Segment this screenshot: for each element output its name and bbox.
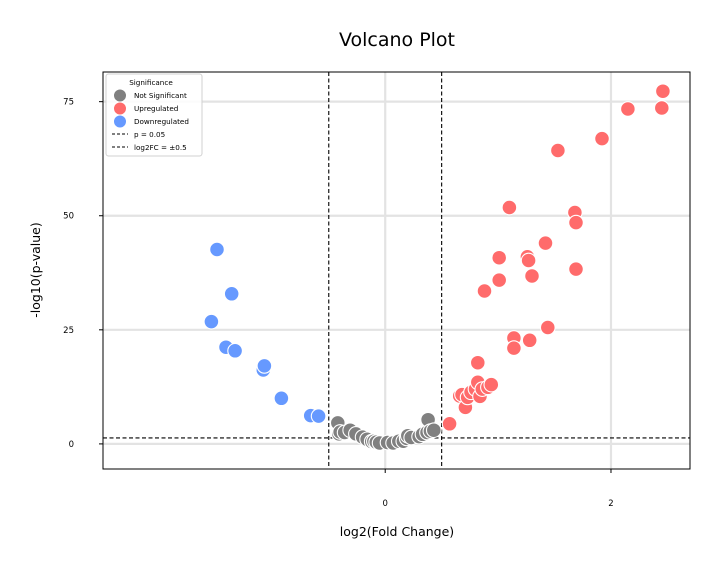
x-tick-label: 0 [383, 499, 388, 509]
series-not-significant [329, 411, 442, 451]
data-point-upregulated [491, 272, 508, 288]
data-point-upregulated [469, 354, 486, 371]
data-point-upregulated [653, 100, 670, 116]
y-tick-label: 50 [63, 212, 74, 222]
legend-marker [113, 114, 127, 129]
data-point-upregulated [441, 415, 458, 432]
data-point-upregulated [520, 252, 537, 269]
data-point-upregulated [521, 332, 538, 349]
data-point-upregulated [476, 283, 493, 299]
data-point-upregulated [655, 83, 671, 100]
legend-entry-label: Downregulated [134, 117, 189, 126]
data-point-not-significant [425, 422, 442, 439]
data-point-upregulated [524, 268, 540, 284]
legend-entry-label: Not Significant [134, 91, 187, 100]
data-point-upregulated [491, 249, 508, 266]
y-axis-label: -log10(p-value) [28, 222, 43, 317]
legend-marker [113, 88, 127, 103]
data-point-downregulated [227, 342, 243, 359]
legend-title: Significance [129, 78, 173, 87]
data-point-downregulated [273, 390, 290, 407]
data-point-upregulated [568, 214, 584, 231]
legend-box [105, 73, 203, 157]
y-tick-label: 0 [69, 440, 74, 450]
series-downregulated [203, 241, 327, 424]
data-point-upregulated [620, 101, 636, 117]
data-point-upregulated [537, 235, 554, 251]
series-upregulated [441, 83, 671, 432]
data-point-upregulated [501, 199, 518, 216]
data-point-upregulated [594, 130, 610, 147]
legend-entry-label: log2FC = ±0.5 [134, 143, 187, 152]
y-tick-label: 25 [63, 326, 74, 336]
data-point-upregulated [483, 376, 500, 393]
legend-marker [113, 101, 127, 116]
data-point-downregulated [310, 408, 327, 424]
data-point-upregulated [550, 142, 566, 159]
x-axis-label: log2(Fold Change) [340, 524, 454, 539]
data-point-upregulated [568, 261, 584, 277]
data-point-downregulated [256, 358, 273, 374]
data-point-upregulated [506, 340, 522, 356]
legend: Significance Not Significant Upregulated Do… [105, 73, 203, 157]
data-point-downregulated [203, 313, 220, 330]
axis-ticks: 0 25 50 75 0 2 [63, 98, 614, 509]
legend-entry-label: p = 0.05 [134, 130, 165, 139]
x-tick-label: 2 [608, 499, 613, 509]
plot-frame [102, 71, 691, 470]
legend-entry-label: Upregulated [134, 104, 178, 113]
data-points [203, 83, 671, 451]
data-point-upregulated [539, 319, 556, 336]
data-point-downregulated [209, 241, 225, 258]
chart-title: Volcano Plot [339, 29, 455, 51]
data-point-downregulated [223, 285, 240, 302]
y-tick-label: 75 [63, 98, 74, 108]
